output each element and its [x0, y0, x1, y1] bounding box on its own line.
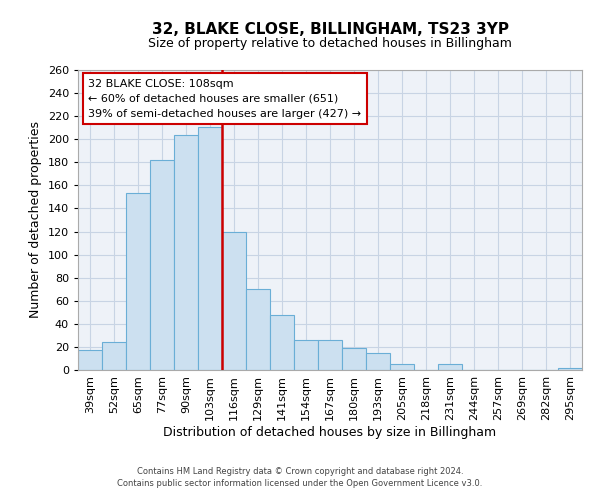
Bar	[150, 160, 174, 370]
Bar	[390, 364, 414, 370]
Bar	[246, 289, 270, 370]
X-axis label: Distribution of detached houses by size in Billingham: Distribution of detached houses by size …	[163, 426, 497, 438]
Bar	[198, 126, 222, 370]
Y-axis label: Number of detached properties: Number of detached properties	[29, 122, 42, 318]
Bar	[102, 342, 126, 370]
Bar	[318, 340, 342, 370]
Bar	[438, 364, 462, 370]
Text: Size of property relative to detached houses in Billingham: Size of property relative to detached ho…	[148, 38, 512, 51]
Bar	[342, 348, 366, 370]
Text: 32, BLAKE CLOSE, BILLINGHAM, TS23 3YP: 32, BLAKE CLOSE, BILLINGHAM, TS23 3YP	[151, 22, 509, 38]
Bar	[366, 352, 390, 370]
Bar	[126, 194, 150, 370]
Bar	[270, 314, 294, 370]
Text: Contains HM Land Registry data © Crown copyright and database right 2024.: Contains HM Land Registry data © Crown c…	[137, 467, 463, 476]
Text: Contains public sector information licensed under the Open Government Licence v3: Contains public sector information licen…	[118, 478, 482, 488]
Bar	[174, 134, 198, 370]
Bar	[222, 232, 246, 370]
Bar	[78, 350, 102, 370]
Bar	[294, 340, 318, 370]
Text: 32 BLAKE CLOSE: 108sqm
← 60% of detached houses are smaller (651)
39% of semi-de: 32 BLAKE CLOSE: 108sqm ← 60% of detached…	[88, 79, 361, 118]
Bar	[558, 368, 582, 370]
